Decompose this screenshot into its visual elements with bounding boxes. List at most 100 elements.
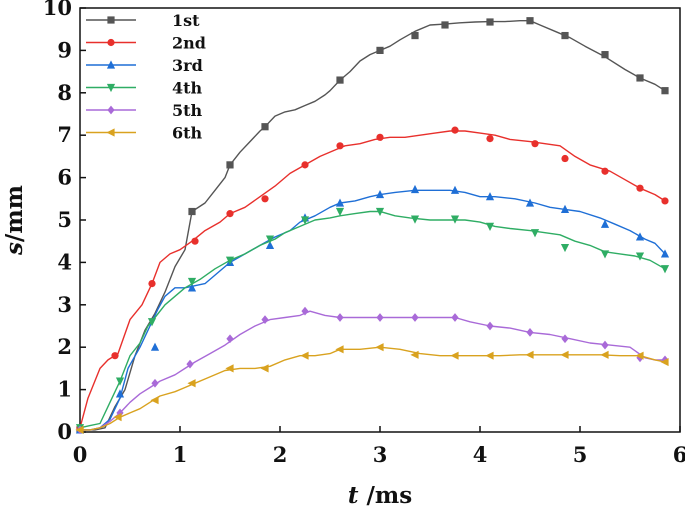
data-point [560, 350, 569, 359]
data-point [485, 192, 495, 201]
series-6th [75, 343, 669, 434]
data-point [600, 350, 609, 359]
data-point [560, 204, 570, 213]
data-point [635, 232, 645, 241]
y-tick-label: 3 [57, 292, 72, 317]
series-line-2nd [79, 130, 666, 428]
data-point [600, 250, 610, 259]
data-point [335, 207, 345, 217]
data-point [530, 229, 540, 238]
data-point [376, 313, 384, 322]
data-point [113, 413, 122, 422]
x-tick-label: 2 [273, 442, 288, 467]
data-point [601, 340, 609, 350]
legend-label: 3rd [172, 56, 203, 75]
data-point [261, 195, 269, 203]
y-tick-label: 9 [57, 37, 72, 62]
y-tick-label: 2 [57, 334, 72, 359]
data-point [111, 352, 119, 360]
y-tick-label: 8 [57, 80, 72, 105]
data-point [115, 377, 125, 386]
x-tick-label: 0 [73, 442, 88, 467]
data-point [526, 327, 534, 337]
legend-label: 1st [172, 11, 200, 30]
y-tick-label: 4 [57, 249, 72, 274]
data-point [265, 235, 275, 244]
data-point [600, 219, 610, 228]
data-point [660, 249, 670, 258]
data-point [635, 351, 644, 360]
data-point [450, 351, 459, 360]
data-point [376, 46, 384, 54]
data-point [636, 184, 644, 192]
legend-label: 6th [172, 124, 203, 143]
data-point [188, 207, 196, 216]
legend: 1st 2nd 3rd 4th 5th 6th [86, 11, 206, 143]
series-line-5th [80, 310, 665, 431]
data-point [531, 140, 539, 148]
data-point [411, 313, 419, 322]
data-point [261, 123, 269, 131]
data-point [376, 133, 384, 141]
legend-label: 2nd [172, 34, 206, 53]
y-tick-label: 0 [57, 419, 72, 444]
x-tick-label: 3 [373, 442, 388, 467]
data-point [451, 126, 459, 134]
data-point [660, 265, 670, 274]
plot-frame [79, 7, 681, 433]
data-point [561, 334, 569, 344]
data-point [226, 334, 234, 344]
legend-marker [107, 105, 115, 115]
data-point [660, 357, 669, 367]
series-line-1st [80, 20, 666, 431]
legend-entry-3rd: 3rd [86, 56, 203, 75]
data-point [186, 359, 194, 369]
data-point [661, 197, 669, 205]
data-point [375, 207, 385, 217]
data-point [336, 142, 344, 150]
series-line-6th [80, 346, 666, 431]
data-point [410, 184, 420, 194]
data-point [301, 161, 309, 169]
data-point [187, 379, 196, 388]
data-point [560, 243, 570, 253]
data-point [561, 31, 569, 40]
series-5th [76, 306, 669, 435]
x-tick-label: 1 [173, 442, 188, 467]
data-point [450, 185, 460, 194]
legend-entry-5th: 5th [86, 101, 203, 120]
data-point [187, 283, 197, 292]
data-point [601, 167, 609, 175]
data-point [148, 280, 156, 288]
data-point [525, 198, 535, 207]
data-point [261, 315, 269, 325]
data-point [485, 222, 495, 231]
y-tick-label: 1 [57, 377, 72, 402]
data-point [147, 318, 157, 327]
data-point [150, 396, 159, 405]
y-tick-label: 5 [57, 207, 72, 232]
data-point [300, 216, 310, 225]
legend-entry-6th: 6th [86, 124, 203, 143]
legend-label: 5th [172, 101, 203, 120]
legend-marker [107, 38, 115, 47]
x-tick-label: 4 [473, 442, 488, 467]
series-4th [75, 207, 670, 433]
legend-marker [106, 83, 116, 93]
data-point [265, 240, 275, 250]
data-point [226, 161, 234, 169]
legend-marker [106, 60, 116, 69]
data-point [375, 343, 384, 352]
legend-entry-2nd: 2nd [86, 34, 206, 53]
legend-marker [106, 128, 115, 137]
data-point [225, 256, 235, 265]
data-point [301, 306, 309, 316]
data-point [601, 51, 609, 59]
data-point [486, 18, 494, 26]
series-3rd [75, 184, 670, 434]
data-point [451, 313, 459, 322]
series-1st [76, 17, 669, 434]
